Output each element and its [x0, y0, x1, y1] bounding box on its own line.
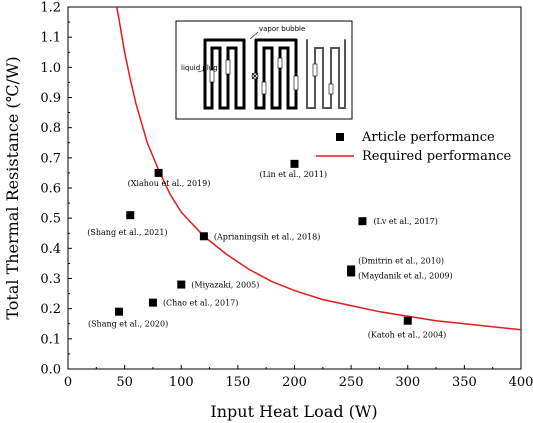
article-point — [347, 268, 356, 277]
x-tick-label: 100 — [169, 375, 194, 390]
article-point — [126, 211, 135, 220]
y-tick-label: 0.4 — [40, 242, 61, 257]
article-point — [403, 316, 412, 325]
x-tick-label: 300 — [395, 375, 420, 390]
x-tick-label: 200 — [282, 375, 307, 390]
article-point-label: (Lv et al., 2017) — [373, 217, 437, 226]
y-tick-label: 0.3 — [40, 272, 61, 287]
y-axis-title: Total Thermal Resistance (℃/W) — [3, 56, 22, 319]
y-tick-label: 1.2 — [40, 1, 61, 16]
article-point-label: (Chao et al., 2017) — [163, 299, 238, 308]
y-tick-label: 0.6 — [40, 182, 61, 197]
article-performance-layer: (Xiahou et al., 2019) (Lin et al., 2011) (… — [87, 159, 453, 340]
legend-label-article: Article performance — [361, 130, 495, 145]
inset-schematic: vapor bubble liquid plug — [175, 20, 353, 120]
article-point — [114, 307, 123, 316]
x-tick-label: 250 — [339, 375, 364, 390]
article-point-label: (Miyazaki, 2005) — [191, 281, 259, 290]
heat-pipe-drawing — [203, 38, 346, 110]
y-tick-label: 1.1 — [40, 31, 61, 46]
legend: Article performance Required performance — [316, 130, 512, 164]
article-point — [177, 280, 186, 289]
x-tick-label: 400 — [509, 375, 533, 390]
inset-label-vapor-bubble: vapor bubble — [259, 25, 305, 33]
article-point — [358, 217, 367, 226]
article-point-label: (Lin et al., 2011) — [260, 170, 328, 179]
y-tick-label: 0.5 — [40, 212, 61, 227]
article-point-label: (Maydanik et al., 2009) — [358, 271, 453, 280]
y-axis-ticks: 0.0 0.1 0.2 0.3 0.4 0.5 0.6 0.7 0.8 0.9 1.0 1.1 1.2 — [40, 1, 72, 378]
required-performance-curve — [115, 7, 521, 331]
article-point-label: (Aprianingsih et al., 2018) — [214, 232, 320, 241]
y-tick-label: 0.0 — [40, 363, 61, 378]
y-tick-label: 1.0 — [40, 61, 61, 76]
x-tick-label: 50 — [116, 375, 133, 390]
article-point-label: (Katoh et al., 2004) — [368, 331, 447, 340]
article-point-label: (Dmitrin et al., 2010) — [358, 256, 444, 265]
x-tick-label: 150 — [225, 375, 250, 390]
x-tick-label: 0 — [64, 375, 72, 390]
vapor-bubble-pointer — [249, 31, 259, 40]
y-tick-label: 0.7 — [40, 151, 61, 166]
liquid-plug-pointer — [197, 69, 206, 73]
legend-marker-article — [336, 133, 344, 141]
y-tick-label: 0.8 — [40, 121, 61, 136]
x-axis-title: Input Heat Load (W) — [210, 402, 377, 421]
article-point-label: (Shang et al., 2020) — [88, 320, 168, 329]
y-tick-label: 0.1 — [40, 332, 61, 347]
article-point — [154, 168, 163, 177]
heat-pipe-plugs — [209, 57, 334, 95]
bubble-marker — [251, 72, 259, 80]
y-tick-label: 0.9 — [40, 91, 61, 106]
required-performance-layer — [115, 7, 521, 331]
x-tick-label: 350 — [452, 375, 477, 390]
article-point-label: (Shang et al., 2021) — [87, 228, 167, 237]
article-point — [148, 298, 157, 307]
x-axis-ticks: 0 50 100 150 200 250 300 350 400 — [64, 365, 533, 390]
article-point-label: (Xiahou et al., 2019) — [128, 179, 211, 188]
legend-label-required: Required performance — [362, 149, 512, 164]
article-point — [199, 232, 208, 241]
y-tick-label: 0.2 — [40, 302, 61, 317]
inset-label-liquid-plug: liquid plug — [181, 64, 218, 72]
article-point — [290, 159, 299, 168]
